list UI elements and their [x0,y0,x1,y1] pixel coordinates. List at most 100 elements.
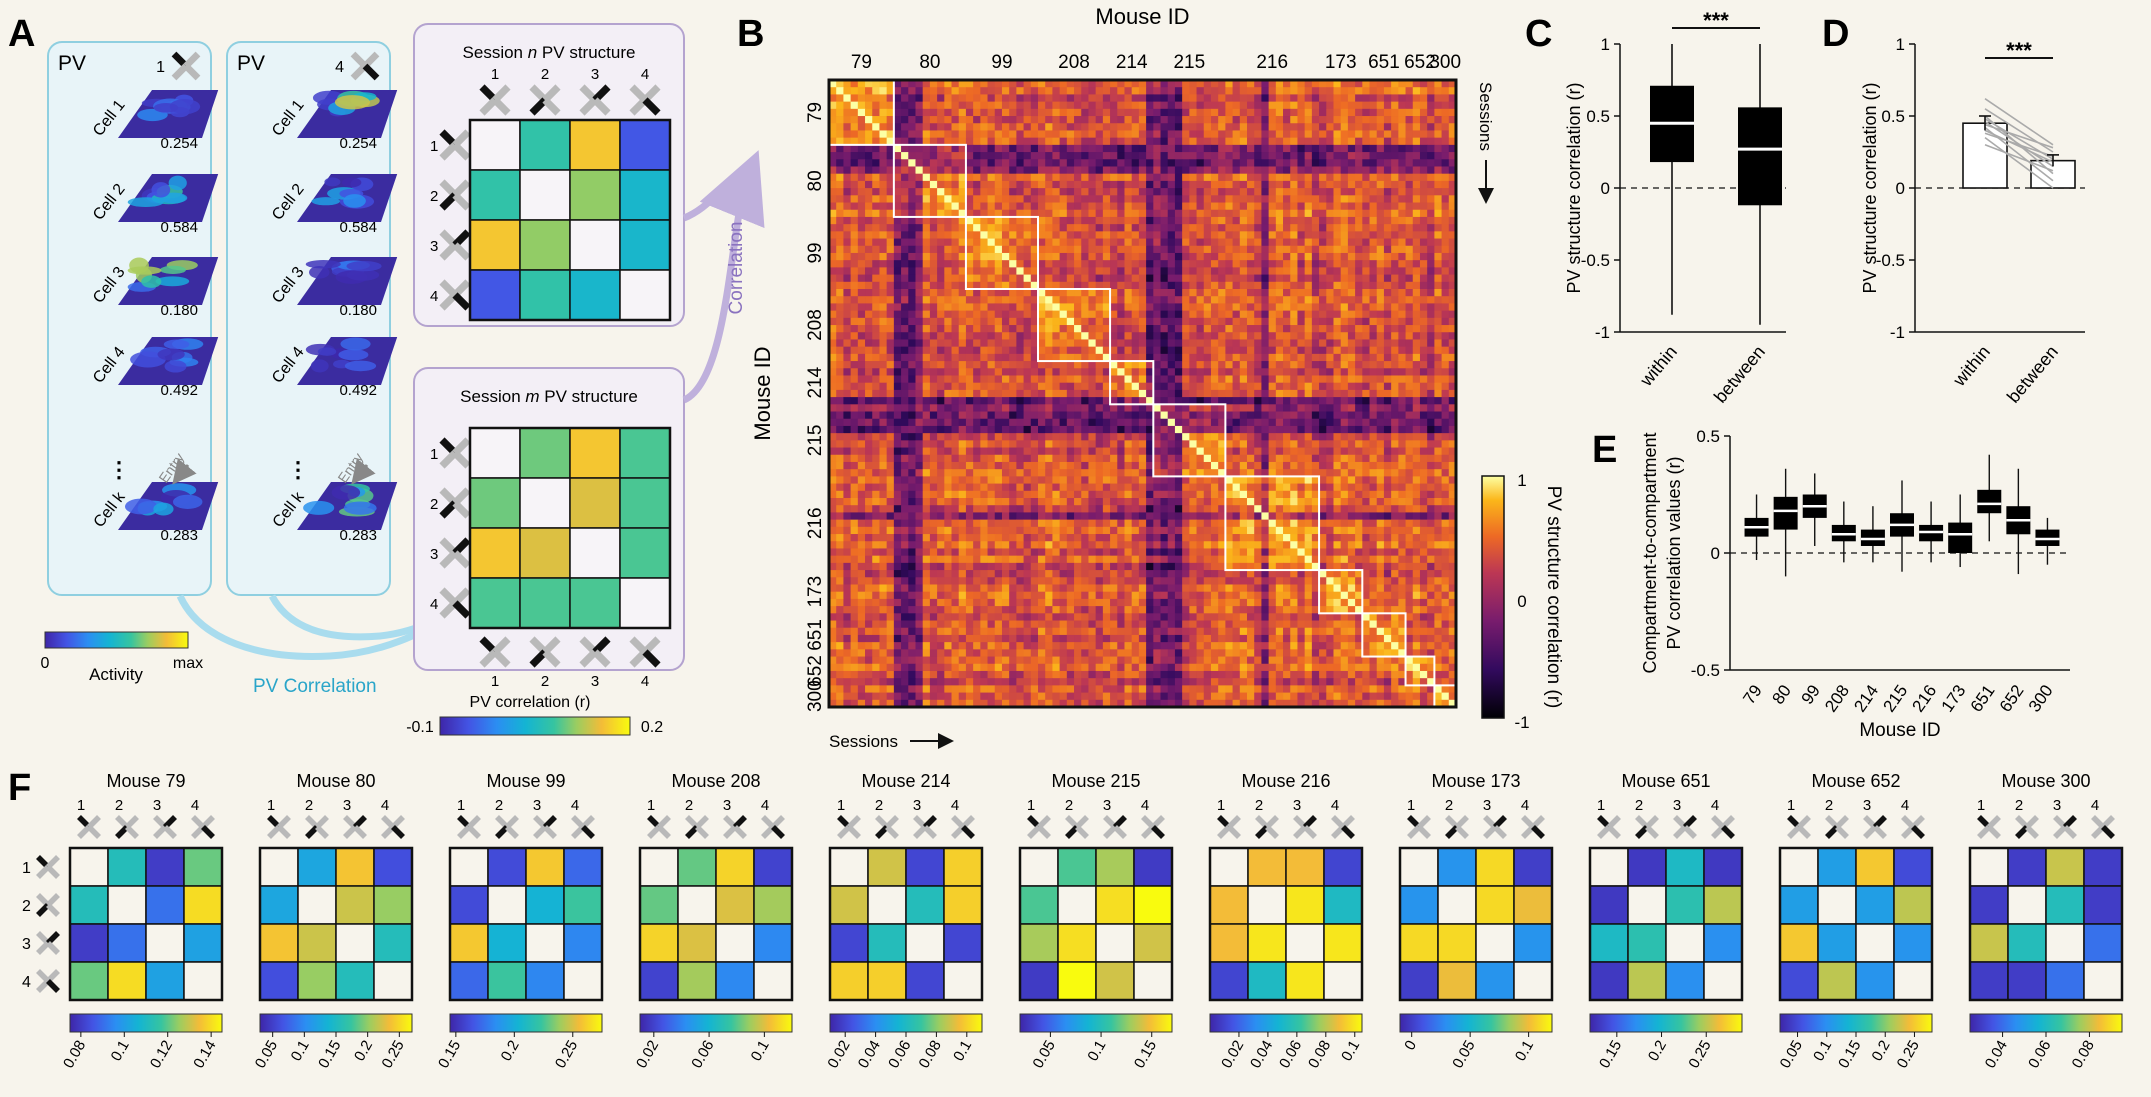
heatmap-cell [1268,137,1277,146]
heatmap-cell [1247,166,1255,175]
heatmap-cell [886,94,895,103]
heatmap-cell [901,152,909,160]
heatmap-cell [1059,245,1068,254]
heatmap-cell [1333,454,1342,463]
heatmap-cell [1052,152,1061,160]
heatmap-cell [1081,281,1089,290]
heatmap-cell [1268,389,1277,398]
heatmap-cell [937,281,945,290]
heatmap-cell [1030,260,1039,268]
heatmap-cell [1376,123,1385,131]
heatmap-cell [850,202,859,211]
heatmap-cell [1074,353,1082,362]
heatmap-cell [973,454,981,463]
heatmap-cell [1045,325,1053,333]
heatmap-cell [1001,87,1010,95]
heatmap-cell [865,137,873,146]
heatmap-cell [1203,231,1212,239]
heatmap-cell [1398,411,1406,420]
heatmap-cell [1261,195,1270,203]
heatmap-cell [1001,180,1010,189]
heatmap-cell [1419,411,1428,420]
heatmap-cell [1066,101,1075,110]
pv-title: PV [237,52,265,75]
heatmap-cell [1074,325,1082,333]
heatmap-cell [843,80,852,88]
heatmap-cell [1167,101,1176,110]
heatmap-cell [1066,224,1075,232]
heatmap-cell [1182,368,1190,376]
heatmap-cell [1297,289,1306,297]
heatmap-cell [1174,87,1183,95]
heatmap-cell [1131,425,1140,434]
heatmap-cell [1009,252,1017,261]
heatmap-cell [1239,368,1248,376]
heatmap-cell [1218,116,1226,124]
heatmap-cell [915,123,924,131]
heatmap-cell [893,144,902,153]
heatmap-cell [1196,116,1205,124]
heatmap-cell [1088,80,1097,88]
heatmap-cell [1189,425,1197,434]
heatmap-cell [836,188,844,196]
heatmap-cell [1023,325,1032,333]
heatmap-cell [1419,195,1428,203]
heatmap-cell [1391,368,1399,376]
cell-value: 0.492 [160,382,198,399]
heatmap-cell [1203,353,1212,362]
heatmap-cell [980,281,988,290]
heatmap-cell [1030,123,1039,131]
heatmap-cell [1319,152,1327,160]
heatmap-cell [1239,389,1248,398]
heatmap-cell [1311,296,1320,304]
heatmap-cell [1146,252,1154,261]
heatmap-cell [1275,101,1284,110]
heatmap-cell [1030,245,1039,254]
heatmap-cell [922,267,931,275]
heatmap-cell [922,87,931,95]
heatmap-cell [1333,152,1342,160]
heatmap-cell [1167,310,1176,319]
heatmap-cell [1102,289,1111,297]
heatmap-cell [829,404,837,412]
heatmap-cell [1405,144,1414,153]
heatmap-cell [965,87,974,95]
heatmap-cell [1074,260,1082,268]
heatmap-cell [1038,94,1046,103]
heatmap-cell [994,389,1003,398]
heatmap-cell [1095,231,1104,239]
heatmap-cell [879,209,888,218]
heatmap-cell [1023,361,1032,369]
maze-config-icon [439,587,471,619]
heatmap-cell [1369,274,1378,283]
heatmap-cell [915,325,924,333]
heatmap-cell [1311,461,1320,470]
heatmap-cell [1412,447,1421,456]
heatmap-cell [857,332,866,340]
heatmap-cell [1283,80,1291,88]
heatmap-cell [1347,461,1356,470]
heatmap-cell [1232,382,1241,391]
heatmap-cell [901,180,909,189]
heatmap-cell [1124,152,1133,160]
heatmap-cell [1398,238,1406,247]
heatmap-cell [1023,274,1032,283]
heatmap-cell [1052,101,1061,110]
heatmap-cell [994,375,1003,384]
heatmap-cell [1189,375,1197,384]
heatmap-cell [1146,404,1154,412]
heatmap-cell [1261,260,1270,268]
heatmap-cell [865,188,873,196]
maze-config-icon [439,229,471,261]
heatmap-cell [1088,425,1097,434]
heatmap-cell [1441,274,1450,283]
heatmap-cell [1268,368,1277,376]
heatmap-cell [1167,454,1176,463]
heatmap-cell [965,260,974,268]
heatmap-cell [1283,195,1291,203]
heatmap-cell [1297,87,1306,95]
heatmap-cell [915,87,924,95]
heatmap-cell [929,231,938,239]
heatmap-cell [1117,87,1125,95]
heatmap-cell [1398,130,1406,139]
